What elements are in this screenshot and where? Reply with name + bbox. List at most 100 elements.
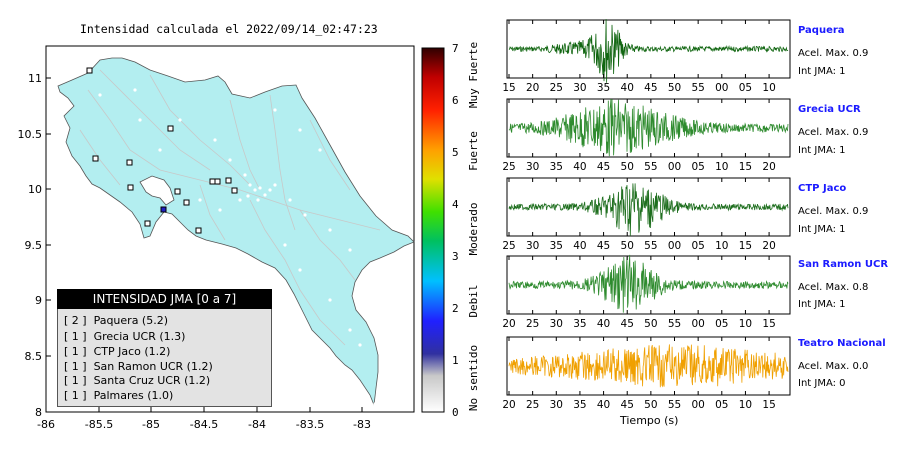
map-axis-ticks xyxy=(45,77,363,413)
station-acel: Acel. Max. 0.9 xyxy=(798,127,869,138)
station-acel: Acel. Max. 0.8 xyxy=(798,282,869,293)
waveform-tick-label: 30 xyxy=(573,82,586,94)
waveform-tick-label: 00 xyxy=(691,318,704,330)
waveform-tick-label: 15 xyxy=(502,82,515,94)
station-name: Grecia UCR xyxy=(798,104,861,115)
waveform-tick-label: 25 xyxy=(550,82,563,94)
map-title: Intensidad calculada el 2022/09/14_02:47… xyxy=(80,22,378,36)
waveform-tick-label: 30 xyxy=(550,399,563,411)
waveform-tick-label: 10 xyxy=(762,82,775,94)
waveform-tick-label: 45 xyxy=(597,161,610,173)
ytick-label: 8.5 xyxy=(25,350,43,363)
waveform-tick-label: 20 xyxy=(502,318,515,330)
xtick-label: -83.5 xyxy=(296,418,324,431)
station-acel: Acel. Max. 0.0 xyxy=(798,361,869,372)
waveform-tick-label: 40 xyxy=(621,82,634,94)
waveform-tick-label: 40 xyxy=(573,161,586,173)
waveform-tick-label: 25 xyxy=(526,318,539,330)
xtick-label: -83 xyxy=(353,418,371,431)
station-name: CTP Jaco xyxy=(798,183,847,194)
legend-entry: [ 1 ] Grecia UCR (1.3) xyxy=(64,330,186,343)
scale-tick: 1 xyxy=(452,354,459,367)
waveform-tick-label: 50 xyxy=(644,399,657,411)
ytick-label: 10 xyxy=(28,183,42,196)
station-marker xyxy=(127,184,134,191)
station-int: Int JMA: 1 xyxy=(798,299,846,310)
waveform-tick-label: 55 xyxy=(644,240,657,252)
waveform-tick-label: 10 xyxy=(715,161,728,173)
waveform-tick-label: 45 xyxy=(621,318,634,330)
costa-rica-land xyxy=(57,57,415,406)
ytick-label: 9 xyxy=(35,294,42,307)
scale-tick: 0 xyxy=(452,406,459,419)
waveform-tick-label: 05 xyxy=(715,318,728,330)
waveform-tick-label: 20 xyxy=(526,82,539,94)
ytick-label: 9.5 xyxy=(25,239,43,252)
station-marker xyxy=(160,206,167,213)
station-name: Teatro Nacional xyxy=(798,338,886,349)
station-int: Int JMA: 1 xyxy=(798,66,846,77)
waveform-tick-label: 50 xyxy=(644,318,657,330)
waveform-panel: 20 25 30 35 40 45 50 55 00 05 10 15 xyxy=(502,336,791,411)
station-marker xyxy=(195,227,202,234)
waveform-trace xyxy=(508,19,789,83)
station-marker xyxy=(144,220,151,227)
waveform-trace xyxy=(508,98,789,157)
station-name: Paquera xyxy=(798,25,845,36)
waveform-tick-label: 15 xyxy=(739,161,752,173)
legend-entry: [ 2 ] Paquera (5.2) xyxy=(64,314,169,327)
waveform-tick-label: 30 xyxy=(550,318,563,330)
waveform-xlabel: Tiempo (s) xyxy=(620,414,679,427)
station-marker xyxy=(86,67,93,74)
waveform-tick-label: 15 xyxy=(739,240,752,252)
scale-category: Muy Fuerte xyxy=(467,42,480,108)
station-name: San Ramon UCR xyxy=(798,259,889,270)
waveform-tick-label: 15 xyxy=(762,399,775,411)
colorbar-gradient xyxy=(421,47,445,413)
station-marker xyxy=(225,177,232,184)
waveform-tick-label: 55 xyxy=(668,399,681,411)
scale-tick: 7 xyxy=(452,42,459,55)
waveform-tick-label: 40 xyxy=(597,318,610,330)
waveform-tick-label: 45 xyxy=(644,82,657,94)
waveform-tick-label: 30 xyxy=(526,161,539,173)
waveform-tick-label: 25 xyxy=(526,399,539,411)
station-acel: Acel. Max. 0.9 xyxy=(798,48,869,59)
waveform-tick-label: 30 xyxy=(526,240,539,252)
waveform-trace xyxy=(508,183,789,237)
waveform-tick-label: 35 xyxy=(550,240,563,252)
scale-category: Moderado xyxy=(467,203,480,256)
waveform-tick-label: 25 xyxy=(502,161,515,173)
waveform-tick-label: 15 xyxy=(762,318,775,330)
waveform-tick-label: 35 xyxy=(550,161,563,173)
scale-tick: 4 xyxy=(452,198,459,211)
waveform-tick-label: 20 xyxy=(762,161,775,173)
waveform-tick-label: 00 xyxy=(715,82,728,94)
waveform-tick-label: 20 xyxy=(502,399,515,411)
scale-tick: 3 xyxy=(452,250,459,263)
scale-category: Fuerte xyxy=(467,131,480,171)
station-dots xyxy=(98,88,377,406)
station-marker xyxy=(231,187,238,194)
station-marker xyxy=(167,125,174,132)
waveform-tick-label: 35 xyxy=(573,399,586,411)
waveform-tick-label: 05 xyxy=(715,399,728,411)
waveform-tick-label: 10 xyxy=(739,318,752,330)
waveform-tick-label: 45 xyxy=(597,240,610,252)
ytick-label: 10.5 xyxy=(18,128,43,141)
waveform-tick-label: 05 xyxy=(691,240,704,252)
waveform-tick-label: 55 xyxy=(668,318,681,330)
waveform-tick-label: 00 xyxy=(691,399,704,411)
map-ytick-labels: 11 10.5 10 9.5 9 8.5 8 xyxy=(18,72,43,419)
waveform-trace xyxy=(508,254,789,313)
legend-entry: [ 1 ] Palmares (1.0) xyxy=(64,389,174,402)
gulf-of-nicoya xyxy=(139,175,175,206)
waveform-tick-label: 40 xyxy=(573,240,586,252)
ytick-label: 11 xyxy=(28,72,42,85)
scale-tick: 6 xyxy=(452,94,459,107)
intensity-stations xyxy=(86,67,238,234)
waveform-trace xyxy=(508,344,789,388)
waveform-tick-label: 05 xyxy=(739,82,752,94)
waveform-tick-label: 20 xyxy=(762,240,775,252)
